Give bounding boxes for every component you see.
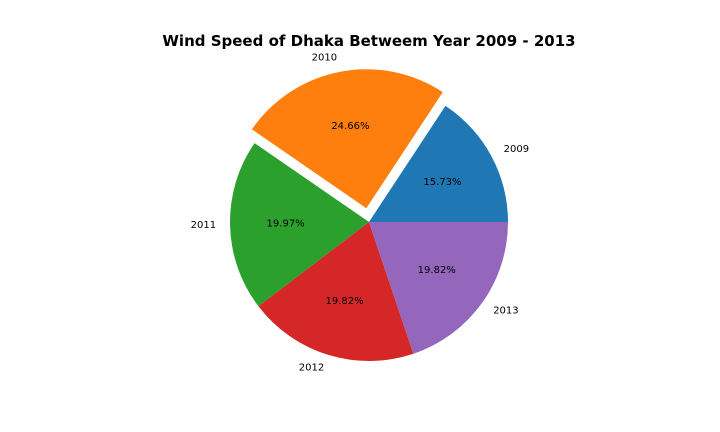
- percent-label-2009: 15.73%: [423, 177, 461, 188]
- pie-slice-2011: [230, 143, 369, 307]
- pie-slice-2009: [369, 105, 508, 222]
- pie-slice-2012: [258, 222, 414, 361]
- category-labels: 2009 2010 2011 2012 2013: [191, 53, 529, 374]
- percent-label-2012: 19.82%: [326, 296, 364, 307]
- percent-label-2013: 19.82%: [418, 265, 456, 276]
- percent-labels: 15.73% 24.66% 19.97% 19.82% 19.82%: [267, 121, 462, 307]
- category-label-2009: 2009: [504, 144, 529, 155]
- category-label-2013: 2013: [493, 306, 518, 317]
- category-label-2011: 2011: [191, 220, 216, 231]
- category-label-2010: 2010: [312, 53, 337, 64]
- chart-title: Wind Speed of Dhaka Betweem Year 2009 - …: [162, 32, 575, 50]
- percent-label-2010: 24.66%: [331, 121, 369, 132]
- pie-slice-2010: [251, 69, 443, 209]
- category-label-2012: 2012: [299, 363, 324, 374]
- pie-slice-2013: [369, 222, 508, 354]
- pie-slices: [230, 69, 508, 361]
- percent-label-2011: 19.97%: [267, 218, 305, 229]
